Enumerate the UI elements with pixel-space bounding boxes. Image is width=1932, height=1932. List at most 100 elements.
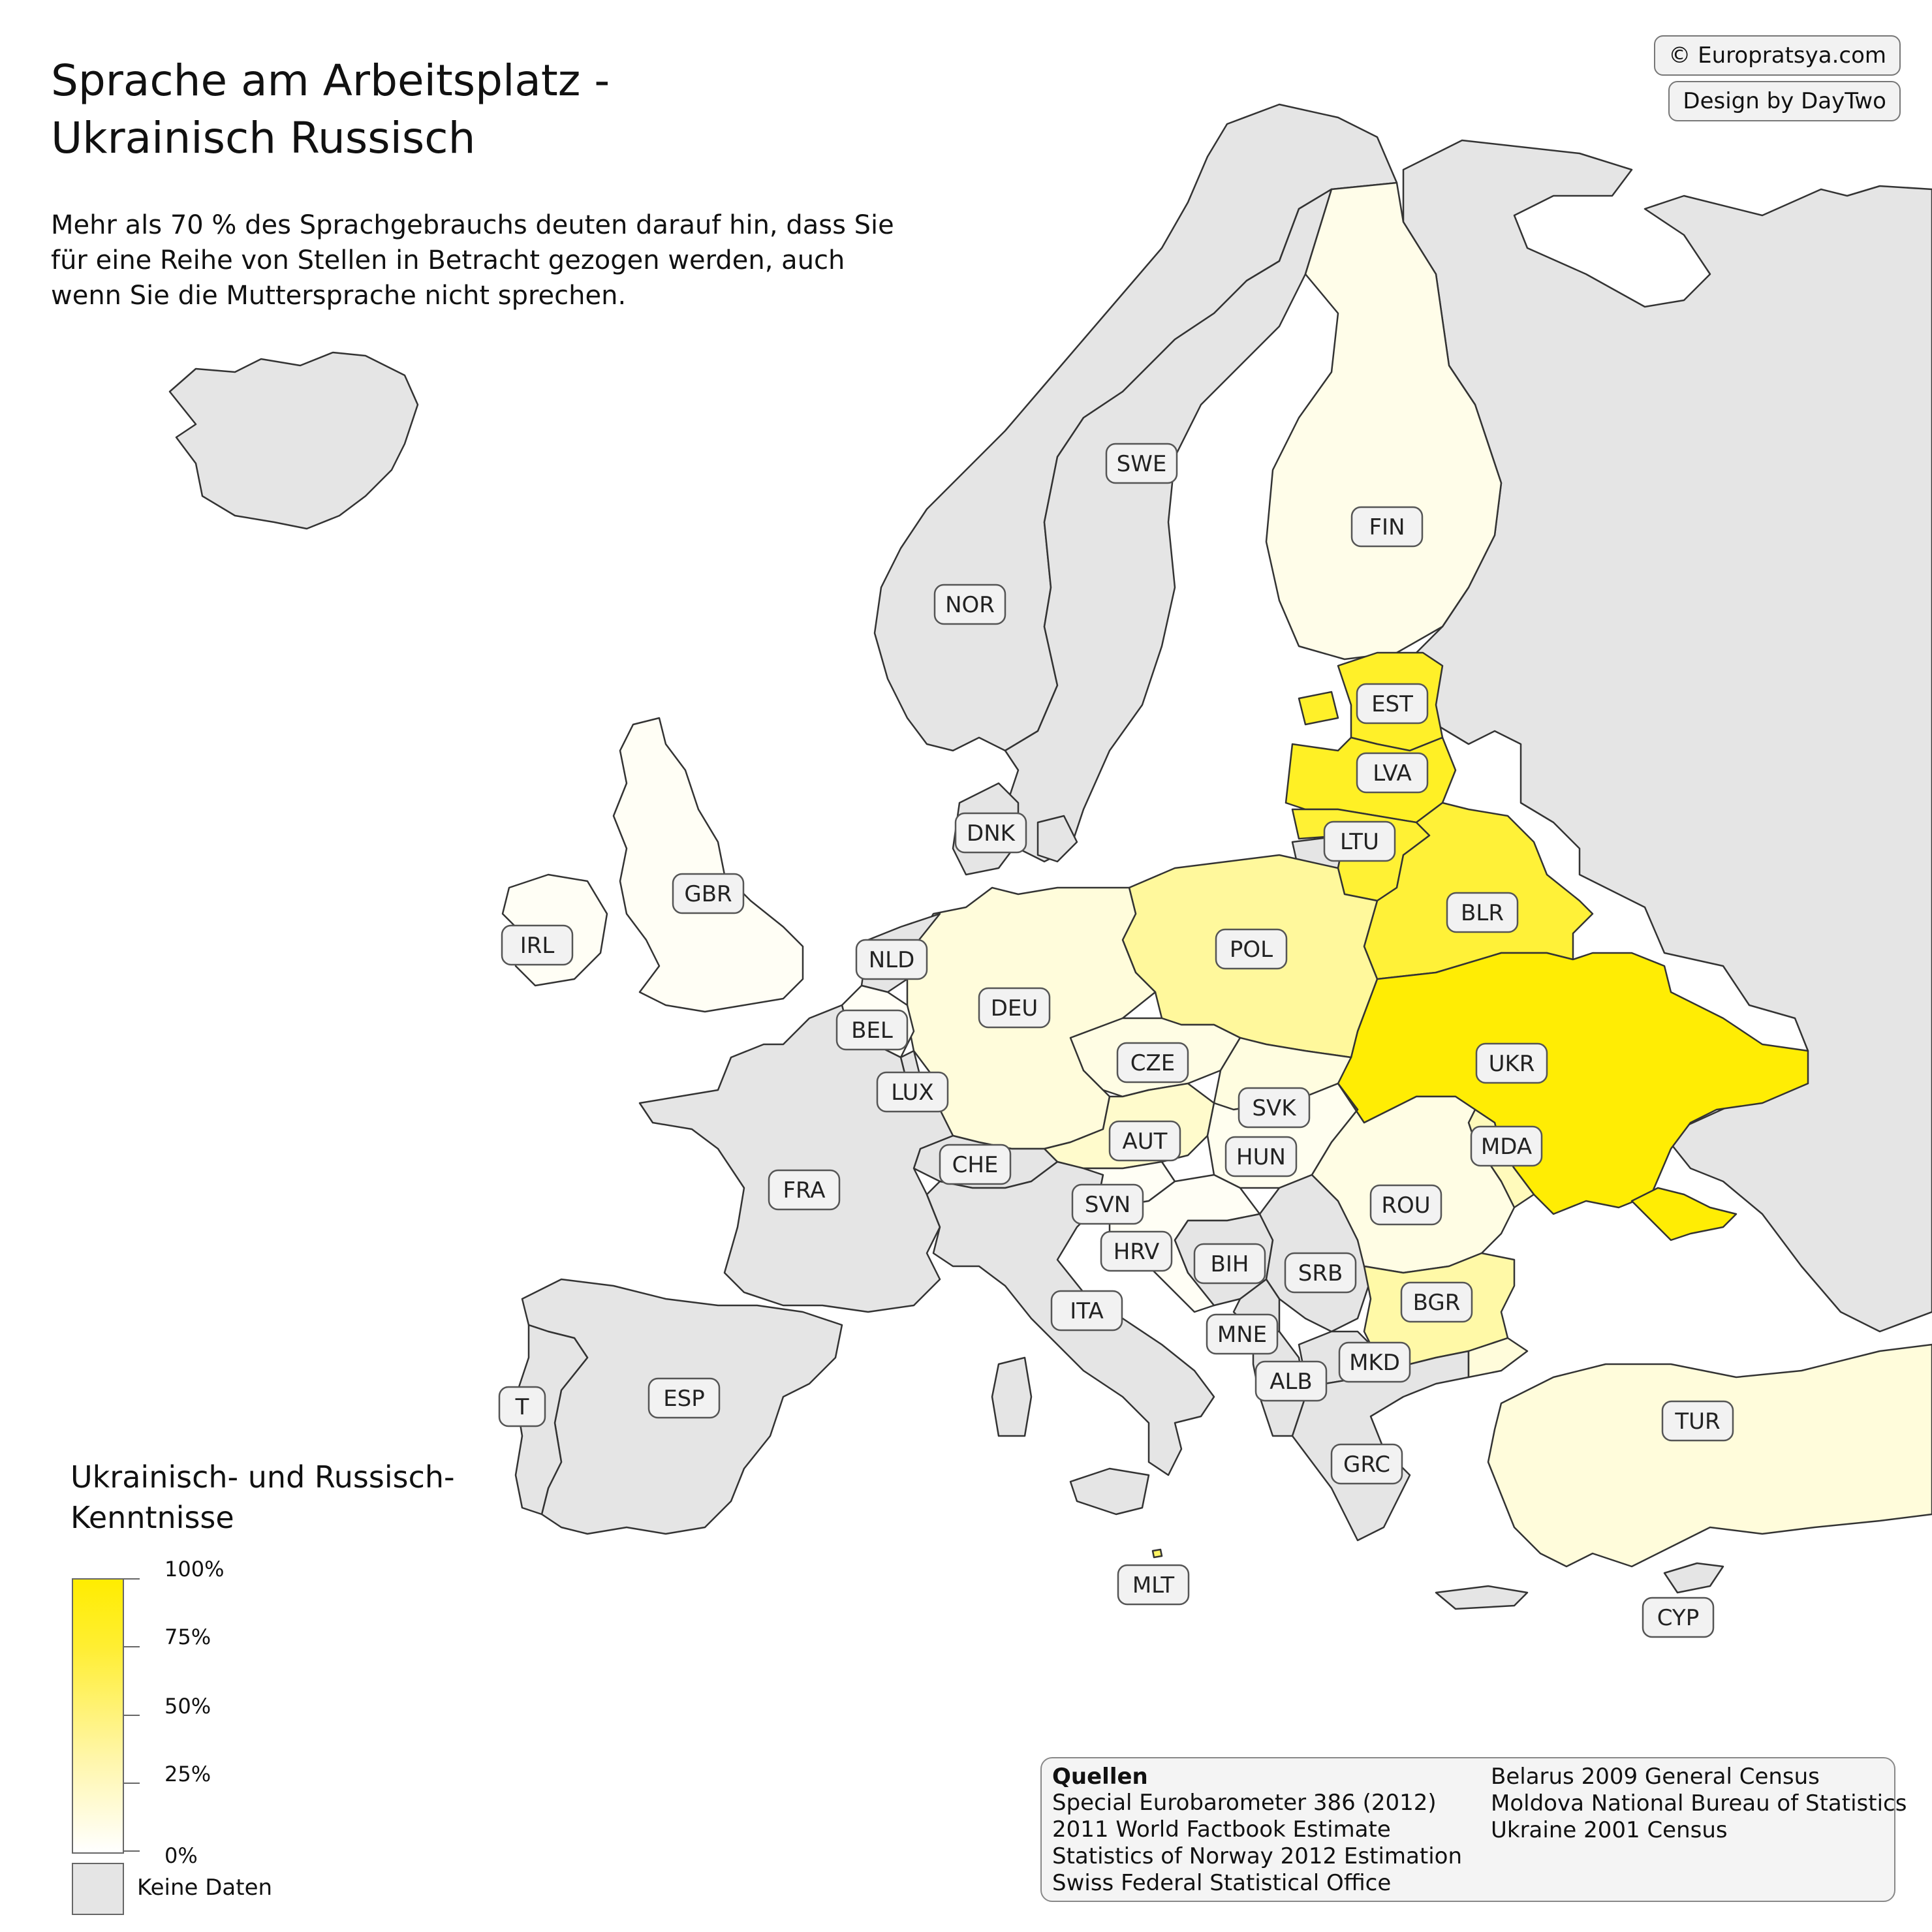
country-code-text: NOR	[945, 592, 995, 618]
country-code-text: GRC	[1343, 1452, 1390, 1478]
country-code-text: SVK	[1252, 1095, 1297, 1121]
country-label-gbr: GBR	[672, 873, 745, 914]
country-gbr	[612, 717, 804, 1013]
source-item: Belarus 2009 General Census	[1491, 1764, 1820, 1790]
country-label-hrv: HRV	[1100, 1230, 1173, 1272]
title-line-2: Ukrainisch Russisch	[51, 113, 476, 163]
country-label-svk: SVK	[1238, 1087, 1311, 1129]
country-dnk-island	[1036, 815, 1078, 863]
country-label-cyp: CYP	[1642, 1597, 1715, 1638]
country-label-deu: DEU	[978, 987, 1051, 1029]
legend-tick-label: 100%	[164, 1557, 225, 1581]
legend-no-data-swatch	[72, 1863, 124, 1915]
country-label-srb: SRB	[1284, 1252, 1357, 1294]
country-code-text: MLT	[1132, 1572, 1175, 1598]
sources-column-1: Special Eurobarometer 386 (2012) 2011 Wo…	[1052, 1790, 1462, 1897]
legend-tick-label: 25%	[164, 1762, 211, 1786]
site-credit-badge[interactable]: © Europratsya.com	[1654, 35, 1901, 76]
country-label-bgr: BGR	[1400, 1281, 1473, 1323]
legend-tick-75	[123, 1646, 140, 1647]
design-credit-badge[interactable]: Design by DayTwo	[1668, 81, 1901, 121]
country-label-ukr: UKR	[1475, 1042, 1548, 1084]
country-code-text: MKD	[1349, 1350, 1400, 1376]
country-label-est: EST	[1356, 683, 1429, 724]
country-label-irl: IRL	[501, 924, 574, 966]
country-grc-crete	[1435, 1585, 1529, 1610]
country-code-text: AUT	[1123, 1129, 1168, 1155]
country-code-text: ESP	[663, 1386, 705, 1412]
legend-tick-50	[123, 1715, 140, 1716]
country-label-blr: BLR	[1446, 892, 1519, 933]
country-code-text: EST	[1371, 691, 1413, 717]
legend-no-data-label: Keine Daten	[137, 1875, 273, 1901]
sources-column-2: Belarus 2009 General Census Moldova Nati…	[1491, 1764, 1907, 1844]
country-label-hun: HUN	[1224, 1136, 1298, 1177]
country-label-alb: ALB	[1254, 1360, 1328, 1402]
country-code-text: IRL	[520, 933, 555, 959]
country-label-esp: ESP	[647, 1377, 721, 1419]
country-code-text: T	[515, 1394, 529, 1420]
legend-tick-label: 0%	[164, 1843, 198, 1868]
country-code-text: BEL	[851, 1018, 893, 1044]
country-label-pol: POL	[1215, 928, 1288, 970]
legend-tick-label: 75%	[164, 1625, 211, 1649]
legend-title: Ukrainisch- und Russisch-Kenntnisse	[70, 1459, 455, 1535]
page-title: Sprache am Arbeitsplatz - Ukrainisch Russ…	[51, 52, 610, 167]
country-code-text: HRV	[1114, 1239, 1160, 1265]
country-code-text: GBR	[684, 881, 732, 907]
source-item: Ukraine 2001 Census	[1491, 1817, 1728, 1843]
subtitle: Mehr als 70 % des Sprachgebrauchs deuten…	[51, 210, 894, 311]
source-item: Statistics of Norway 2012 Estimation	[1052, 1843, 1462, 1869]
country-code-text: ALB	[1270, 1369, 1313, 1395]
title-line-1: Sprache am Arbeitsplatz -	[51, 55, 610, 106]
country-label-mkd: MKD	[1338, 1341, 1411, 1383]
country-label-lva: LVA	[1356, 752, 1429, 794]
country-code-text: DNK	[967, 820, 1016, 847]
country-label-bih: BIH	[1193, 1243, 1266, 1285]
country-code-text: LTU	[1340, 829, 1379, 855]
country-code-text: MNE	[1217, 1322, 1267, 1348]
source-item: 2011 World Factbook Estimate	[1052, 1816, 1391, 1843]
country-label-grc: GRC	[1330, 1443, 1403, 1485]
country-fra	[638, 1004, 954, 1313]
country-rou	[1311, 1082, 1516, 1274]
country-code-text: LVA	[1373, 760, 1412, 787]
legend-tick-100	[123, 1578, 140, 1580]
country-mlt	[1151, 1548, 1163, 1559]
country-label-tur: TUR	[1661, 1400, 1734, 1442]
country-code-text: LUX	[891, 1080, 933, 1106]
sources-heading: Quellen	[1052, 1764, 1148, 1790]
country-tur-anatolia	[1487, 1343, 1932, 1568]
country-ita-sardinia	[991, 1356, 1033, 1437]
country-code-text: CYP	[1657, 1605, 1699, 1631]
country-label-fra: FRA	[768, 1169, 841, 1211]
source-item: Swiss Federal Statistical Office	[1052, 1870, 1392, 1896]
country-label-che: CHE	[939, 1144, 1012, 1185]
country-label-lux: LUX	[876, 1071, 949, 1113]
country-code-text: ITA	[1070, 1298, 1103, 1324]
country-label-svn: SVN	[1071, 1183, 1144, 1225]
country-label-cze: CZE	[1116, 1042, 1189, 1083]
country-code-text: DEU	[991, 995, 1038, 1021]
country-isl	[168, 351, 419, 530]
country-code-text: BIH	[1211, 1251, 1249, 1277]
country-code-text: FRA	[783, 1177, 825, 1204]
country-code-text: HUN	[1236, 1144, 1286, 1170]
country-code-text: ROU	[1381, 1192, 1430, 1219]
legend-tick-label: 50%	[164, 1694, 211, 1719]
source-item: Special Eurobarometer 386 (2012)	[1052, 1790, 1437, 1816]
country-tur	[1467, 1337, 1529, 1379]
country-label-bel: BEL	[835, 1009, 909, 1051]
country-est-island	[1298, 691, 1339, 726]
country-label-aut: AUT	[1108, 1120, 1181, 1162]
country-code-text: TUR	[1674, 1409, 1720, 1435]
sources-box: Quellen Special Eurobarometer 386 (2012)…	[1040, 1757, 1907, 1902]
country-code-text: UKR	[1489, 1051, 1535, 1077]
country-label-mne: MNE	[1206, 1313, 1279, 1355]
country-code-text: BGR	[1413, 1290, 1461, 1316]
country-label-nor: NOR	[933, 584, 1006, 625]
country-code-text: BLR	[1461, 900, 1504, 926]
legend-color-scale	[72, 1578, 124, 1854]
country-code-text: POL	[1230, 937, 1273, 963]
country-code-text: CHE	[952, 1152, 999, 1178]
